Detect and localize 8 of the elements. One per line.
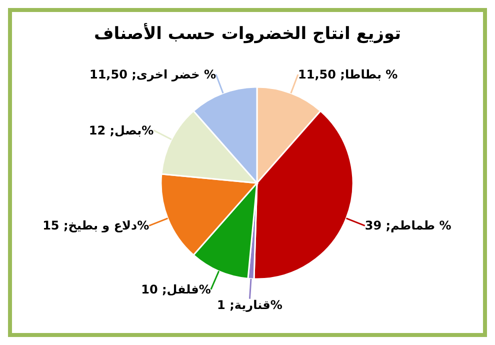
slice-label: قنارية; 1%	[217, 298, 282, 312]
slice-label: بصل; 12%	[88, 123, 154, 138]
chart-title: توزيع انتاج الخضروات حسب الأصناف	[92, 24, 402, 46]
slice-label: طماطم; 39 %	[364, 218, 452, 233]
slice-label: فلفل; 10%	[141, 282, 211, 296]
slice-label: خضر اخرى; 11,50 %	[89, 67, 216, 82]
slice-label: بطاطا; 11,50 %	[298, 67, 398, 82]
slice-label: دلاع و بطيخ; 15%	[42, 218, 150, 233]
